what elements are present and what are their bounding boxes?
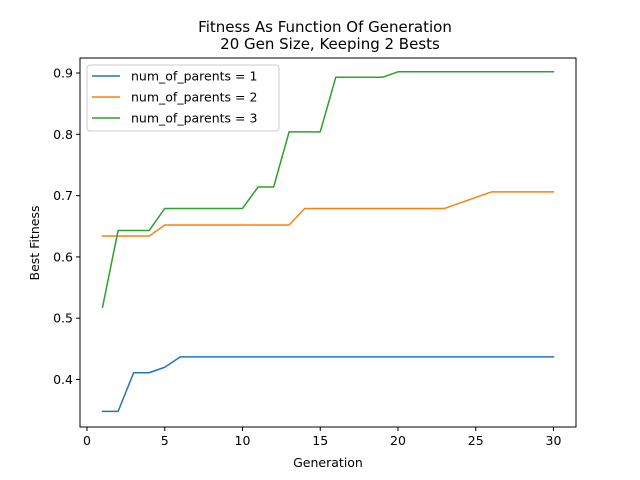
x-tick-label: 10	[235, 433, 251, 448]
x-tick-label: 25	[468, 433, 484, 448]
y-axis-ticks: 0.4 0.5 0.6 0.7 0.8 0.9	[53, 66, 80, 387]
x-axis-label: Generation	[293, 455, 363, 470]
x-tick-label: 30	[546, 433, 562, 448]
x-tick-label: 5	[161, 433, 169, 448]
x-tick-label: 20	[390, 433, 406, 448]
plot-frame	[79, 57, 577, 428]
series-line-3	[101, 71, 555, 309]
y-tick-label: 0.9	[53, 66, 73, 81]
legend-label-1: num_of_parents = 1	[131, 69, 257, 84]
x-tick-label: 15	[312, 433, 328, 448]
legend-label-3: num_of_parents = 3	[131, 111, 257, 126]
y-tick-label: 0.8	[53, 127, 73, 142]
series-line-1	[101, 356, 555, 413]
x-tick-label: 0	[83, 433, 91, 448]
y-tick-label: 0.7	[53, 188, 73, 203]
chart-title: Fitness As Function Of Generation	[198, 18, 452, 36]
series-line-2	[101, 191, 555, 237]
y-tick-label: 0.5	[53, 311, 73, 326]
y-axis-label: Best Fitness	[27, 206, 42, 281]
chart-subtitle: 20 Gen Size, Keeping 2 Bests	[220, 35, 440, 53]
y-tick-label: 0.6	[53, 249, 73, 264]
legend: num_of_parents = 1 num_of_parents = 2 num_…	[86, 64, 280, 132]
y-tick-label: 0.4	[53, 372, 73, 387]
x-axis-ticks: 0 5 10 15 20 25 30	[83, 427, 561, 448]
plot-lines	[101, 71, 555, 413]
legend-box	[86, 64, 280, 132]
legend-label-2: num_of_parents = 2	[131, 90, 257, 105]
